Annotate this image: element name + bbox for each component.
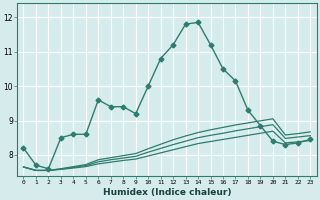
X-axis label: Humidex (Indice chaleur): Humidex (Indice chaleur) bbox=[103, 188, 231, 197]
